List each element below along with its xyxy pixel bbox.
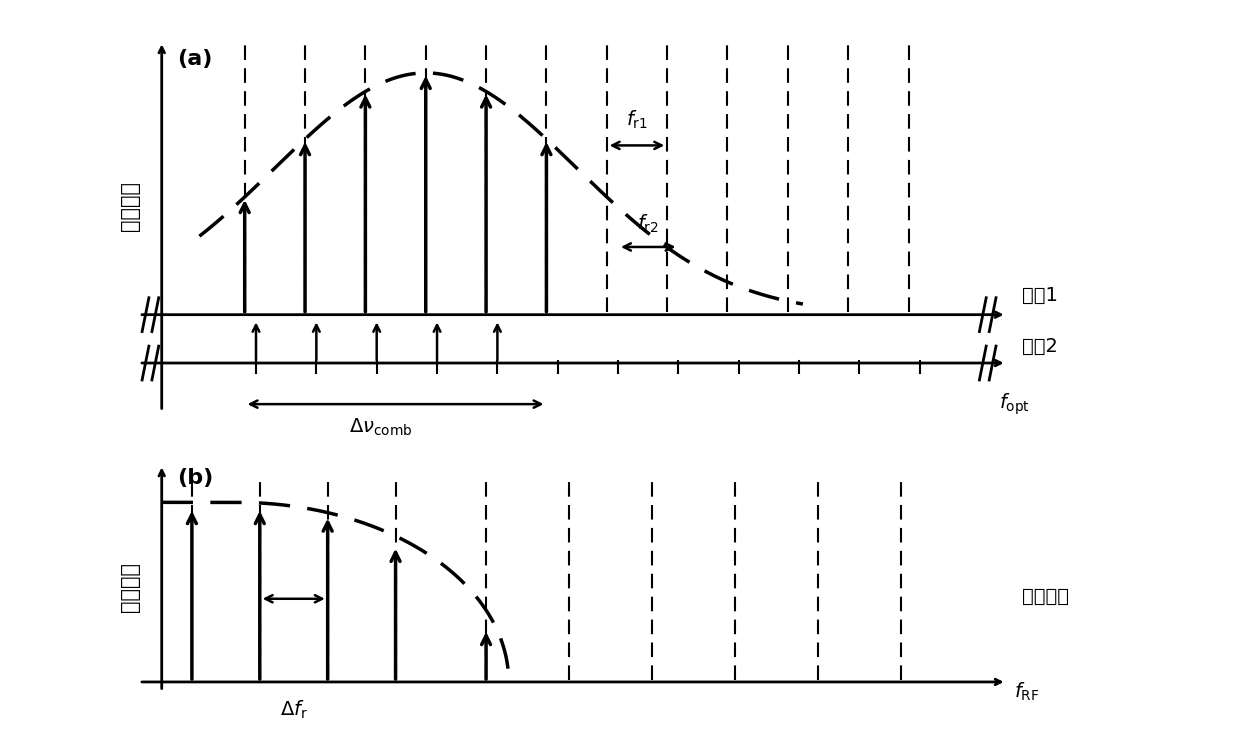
Text: $f_{\rm r1}$: $f_{\rm r1}$ — [626, 109, 647, 131]
Text: 射频强度: 射频强度 — [120, 562, 140, 612]
Text: $\Delta f_{\rm r}$: $\Delta f_{\rm r}$ — [280, 699, 308, 722]
Text: $\Delta\nu_{\rm comb}$: $\Delta\nu_{\rm comb}$ — [348, 416, 412, 437]
Text: 光梳2: 光梳2 — [1022, 337, 1058, 356]
Text: 光梳1: 光梳1 — [1022, 286, 1058, 305]
Text: 子频率梳: 子频率梳 — [1022, 587, 1069, 606]
Text: $f_{\rm RF}$: $f_{\rm RF}$ — [1014, 680, 1039, 702]
Text: $f_{\rm opt}$: $f_{\rm opt}$ — [999, 391, 1030, 417]
Text: $f_{\rm r2}$: $f_{\rm r2}$ — [637, 213, 660, 235]
Text: (b): (b) — [177, 468, 213, 488]
Text: (a): (a) — [177, 48, 212, 69]
Text: 电场振幅: 电场振幅 — [120, 181, 140, 231]
